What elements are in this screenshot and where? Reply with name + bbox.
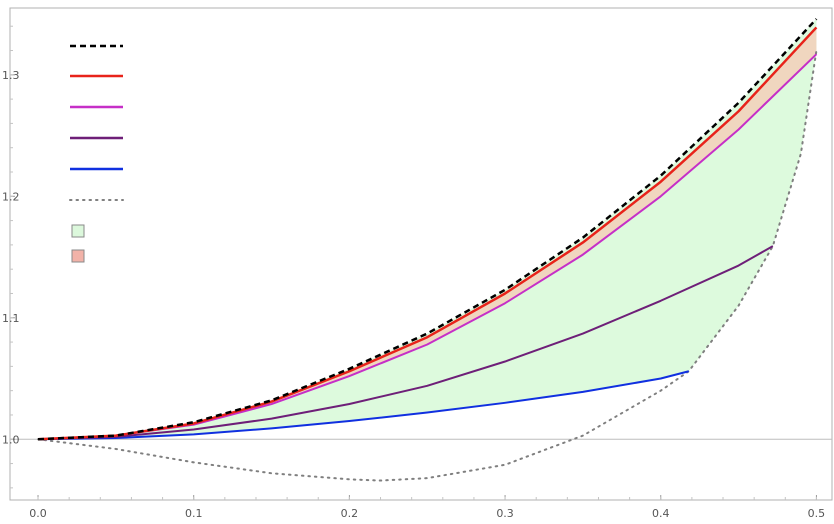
legend-swatch-7 — [71, 249, 85, 263]
legend-swatch-6 — [71, 224, 85, 238]
x-tick-label: 0.3 — [496, 507, 514, 520]
region-green — [38, 18, 817, 440]
axes — [9, 7, 833, 501]
x-tick-label: 0.1 — [185, 507, 203, 520]
shaded-regions — [38, 18, 817, 440]
legend — [69, 44, 124, 263]
x-tick-label: 0.5 — [808, 507, 826, 520]
series-dotted-line — [37, 49, 818, 482]
x-tick-label: 0.4 — [652, 507, 670, 520]
series-lines — [37, 18, 818, 482]
y-tick-label: 1.2 — [2, 190, 20, 203]
x-tick-label: 0.2 — [341, 507, 359, 520]
x-tick-label: 0.0 — [29, 507, 47, 520]
y-tick-label: 1.0 — [2, 433, 20, 446]
series-purple-line — [37, 245, 774, 441]
tick-labels: 0.0 0.1 0.2 0.3 0.4 0.5 1.0 1.1 1.2 1.3 — [2, 69, 825, 520]
series-blue-line — [38, 370, 690, 441]
series-black-line — [37, 18, 818, 441]
plot-frame — [9, 7, 833, 501]
y-tick-label: 1.1 — [2, 312, 20, 325]
y-tick-label: 1.3 — [2, 69, 20, 82]
